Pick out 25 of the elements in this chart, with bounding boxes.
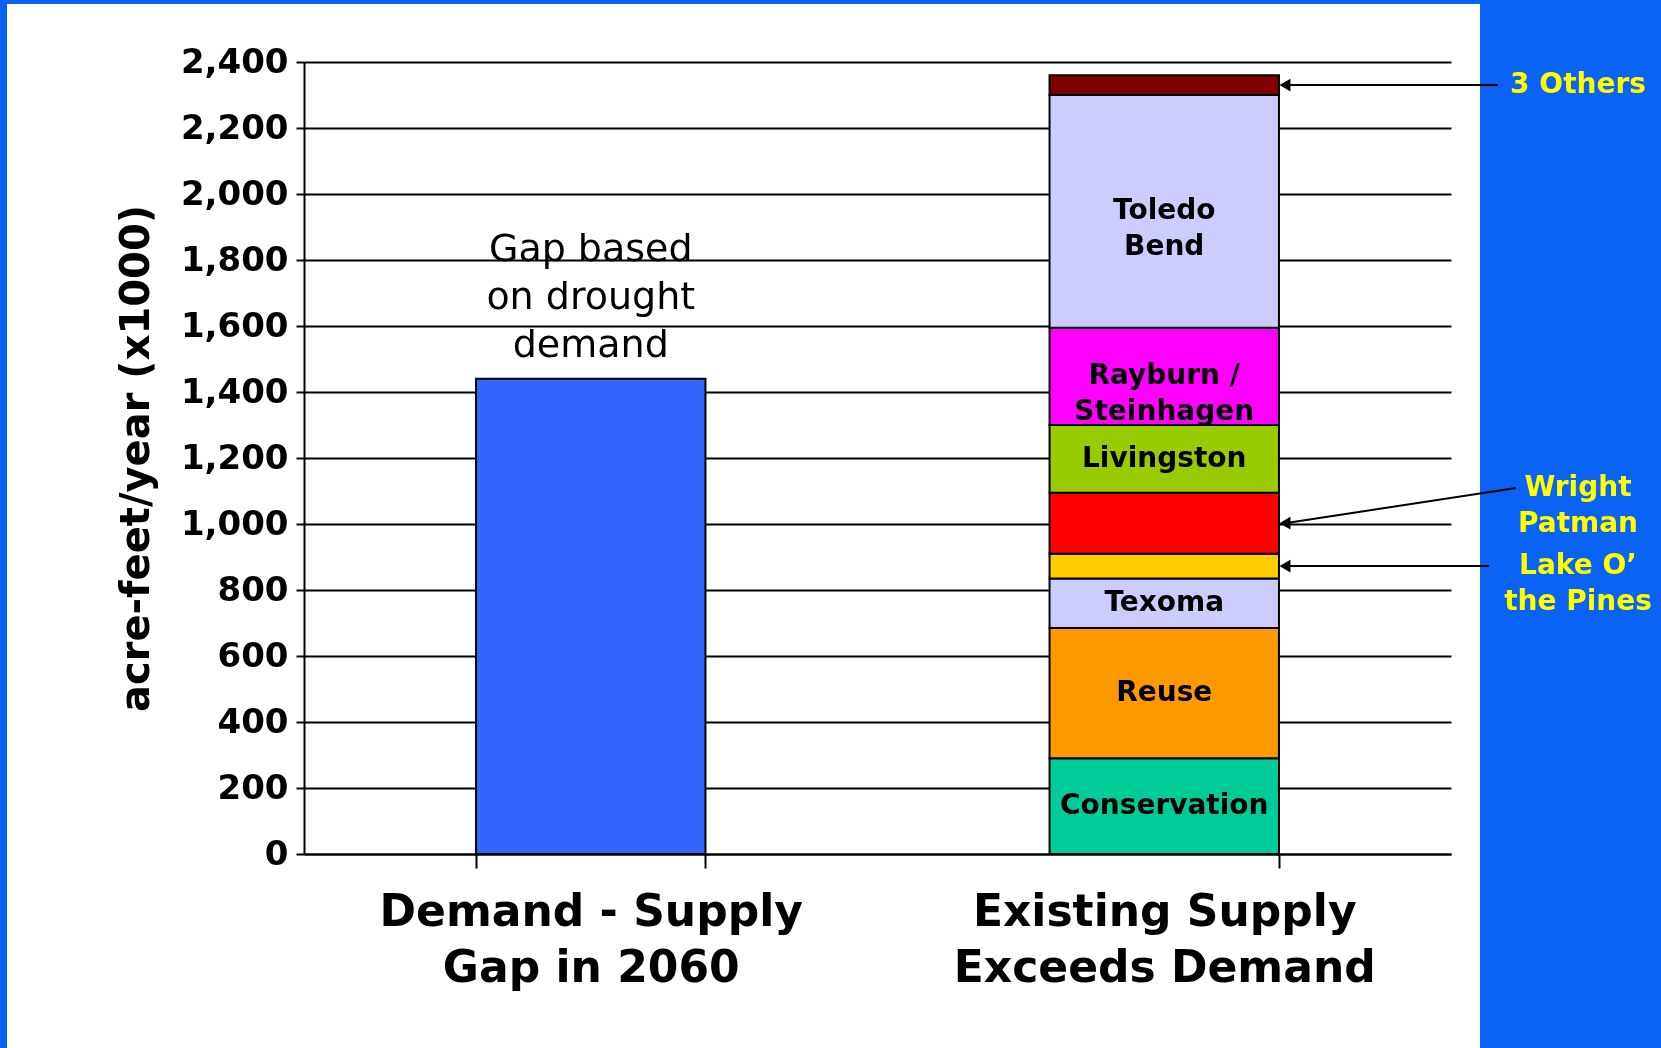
series-label: Livingston [1082,440,1247,474]
y-tick-label: 800 [217,568,289,609]
x-tick-label: Existing Supply Exceeds Demand [953,884,1376,992]
y-tick-label: 2,200 [180,106,289,147]
y-tick-label: 1,200 [180,436,289,477]
text: Lake O’ the Pines [1504,548,1652,618]
series-label: Reuse [1116,675,1213,709]
y-tick-label: 2,000 [180,172,289,213]
y-tick-label: 0 [264,832,289,873]
y-tick-label: 1,400 [180,370,289,411]
series-label: Conservation [1060,788,1269,822]
series-label: Toledo Bend [1113,193,1216,263]
y-tick-label: 2,400 [180,40,289,81]
series-label: Texoma [1104,585,1225,619]
y-tick-label: 400 [217,700,289,741]
y-tick-label: 1,800 [180,238,289,279]
text: 3 Others [1510,67,1646,101]
x-tick-label: Demand - Supply Gap in 2060 [379,884,803,992]
text: Wright Patman [1517,470,1639,540]
y-axis-title: acre-feet/year (x1000) [111,204,158,713]
y-tick-label: 1,600 [180,304,289,345]
y-tick-label: 600 [217,634,289,675]
y-tick-label: 200 [217,766,289,807]
y-tick-label: 1,000 [180,502,289,543]
series-label: Rayburn / Steinhagen [1074,358,1255,428]
